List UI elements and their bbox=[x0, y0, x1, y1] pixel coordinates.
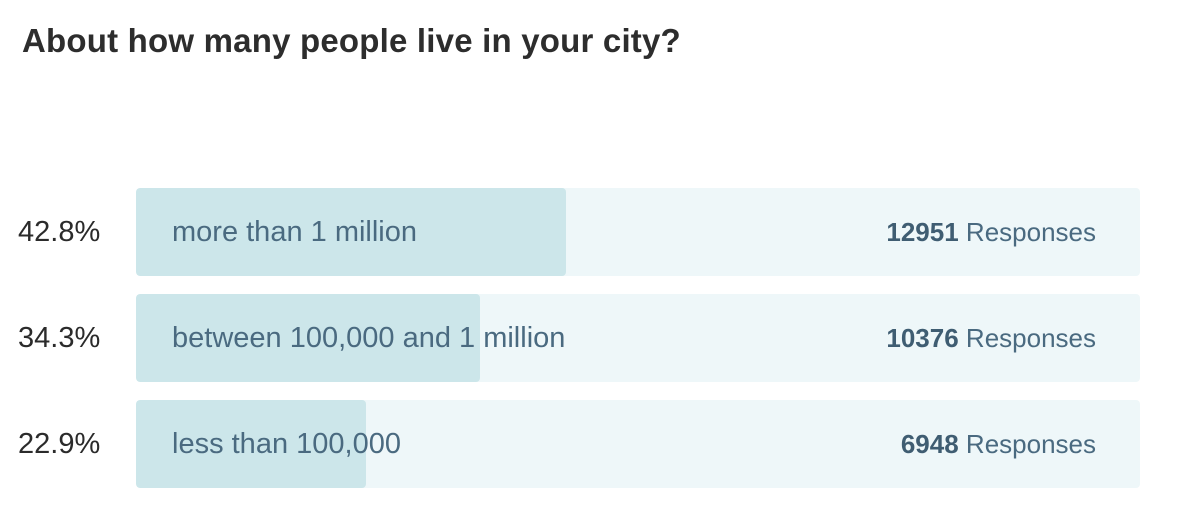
option-label: between 100,000 and 1 million bbox=[172, 322, 566, 354]
response-count: 10376 Responses bbox=[886, 294, 1096, 382]
result-bar-fill bbox=[136, 188, 566, 276]
result-row: 42.8% more than 1 million 12951 Responses bbox=[0, 188, 1184, 276]
response-count-number: 10376 bbox=[886, 323, 959, 353]
response-count-suffix: Responses bbox=[965, 429, 1096, 459]
response-count: 6948 Responses bbox=[901, 400, 1096, 488]
result-bar-track: more than 1 million 12951 Responses bbox=[136, 188, 1140, 276]
response-count-number: 12951 bbox=[886, 217, 959, 247]
percent-label: 42.8% bbox=[18, 216, 101, 248]
result-bar-track: between 100,000 and 1 million 10376 Respo… bbox=[136, 294, 1140, 382]
result-row: 34.3% between 100,000 and 1 million 10376 … bbox=[0, 294, 1184, 382]
question-title: About how many people live in your city? bbox=[22, 22, 681, 59]
option-label: less than 100,000 bbox=[172, 428, 401, 460]
result-row: 22.9% less than 100,000 6948 Responses bbox=[0, 400, 1184, 488]
poll-results: 42.8% more than 1 million 12951 Responses 3… bbox=[0, 188, 1184, 506]
option-label: more than 1 million bbox=[172, 216, 417, 248]
percent-label: 22.9% bbox=[18, 428, 101, 460]
response-count-suffix: Responses bbox=[965, 323, 1096, 353]
response-count-number: 6948 bbox=[900, 429, 959, 459]
response-count: 12951 Responses bbox=[886, 188, 1096, 276]
result-bar-fill bbox=[136, 400, 366, 488]
result-bar-fill bbox=[136, 294, 480, 382]
response-count-suffix: Responses bbox=[965, 217, 1096, 247]
result-bar-track: less than 100,000 6948 Responses bbox=[136, 400, 1140, 488]
percent-label: 34.3% bbox=[18, 322, 101, 354]
